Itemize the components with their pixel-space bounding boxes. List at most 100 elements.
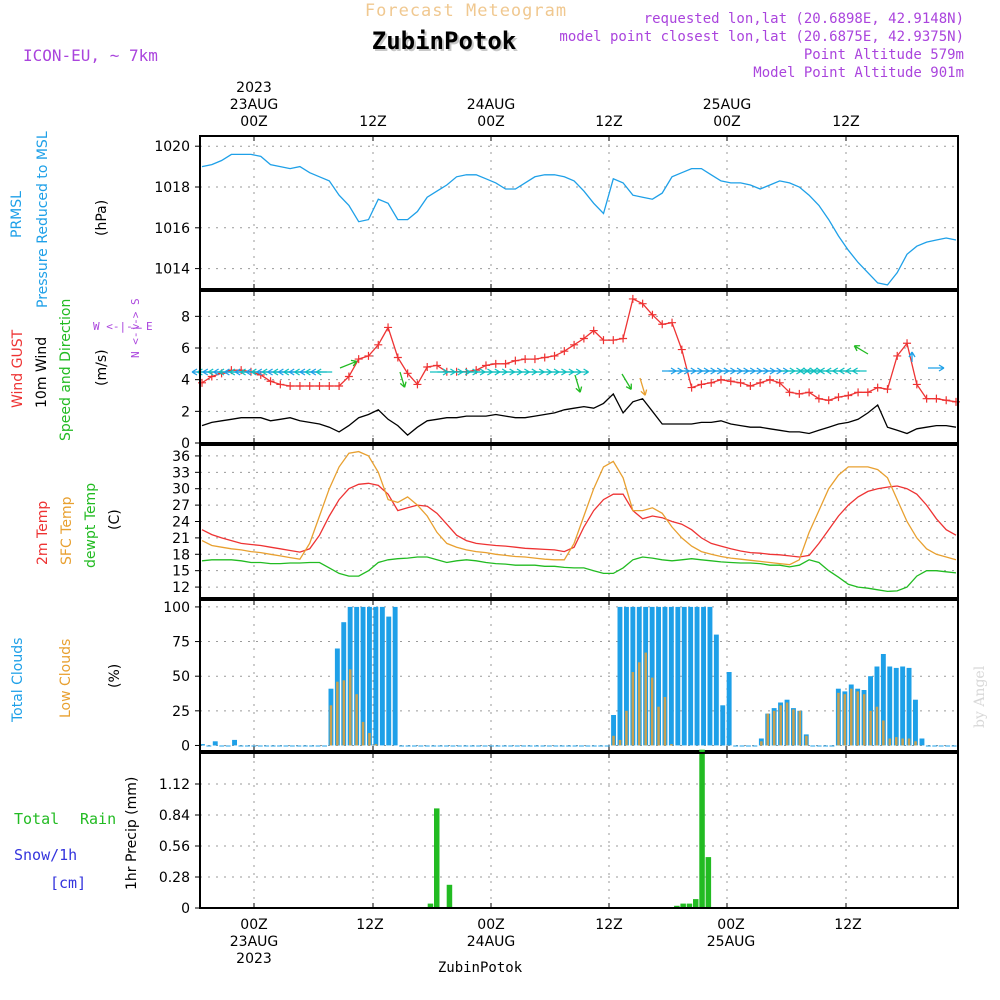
plot-area: 1014101610181020024681215182124273033360… (154, 135, 960, 917)
low-cloud-bar (907, 738, 911, 746)
total-cloud-bar (418, 745, 424, 747)
low-cloud-bar (875, 706, 879, 746)
low-cloud-bar (843, 694, 847, 746)
total-cloud-bar (585, 745, 591, 747)
temp-label-2: SFC Temp (59, 496, 75, 565)
total-cloud-bar (900, 666, 906, 746)
y-tick-label: 8 (181, 309, 190, 325)
cloud-panel-labels: Total Clouds Low Clouds (%) (10, 638, 123, 723)
y-tick-label: 24 (172, 515, 190, 531)
y-tick-label: 0.84 (159, 808, 190, 824)
top-axis-label: 24AUG 00Z (467, 97, 516, 130)
gust-marker (912, 380, 921, 389)
panel-frame (199, 444, 959, 599)
gust-marker (384, 323, 393, 332)
low-cloud-bar (625, 710, 628, 746)
total-cloud-bar (405, 745, 411, 747)
low-cloud-bar (612, 735, 615, 746)
total-cloud-bar (521, 745, 527, 747)
gust-marker (756, 378, 765, 387)
top-axis-label: 2023 23AUG 00Z (230, 80, 279, 130)
gust-marker (423, 363, 432, 371)
series-line (201, 556, 957, 593)
gust-marker (687, 383, 696, 392)
total-cloud-bar (746, 745, 751, 747)
footer-location: ZubinPotok (438, 960, 523, 976)
top-axis-label: 12Z (359, 114, 386, 130)
temp-panel-labels: 2m Temp SFC Temp dewpt Temp (C) (35, 483, 123, 568)
gust-marker (295, 382, 304, 390)
low-cloud-bar (862, 694, 866, 746)
gust-marker (609, 336, 618, 345)
total-cloud-bar (726, 672, 732, 746)
total-cloud-bar (476, 745, 482, 747)
total-cloud-bar (245, 745, 250, 747)
total-cloud-bar (668, 606, 674, 746)
y-tick-label: 15 (172, 564, 190, 580)
wind-label-3: Speed and Direction (58, 299, 74, 441)
wind-arrow (621, 373, 632, 391)
precip-unit: 1hr Precip (mm) (124, 777, 140, 890)
gust-marker (530, 355, 539, 364)
low-cloud-bar (792, 709, 795, 746)
y-tick-label: 2 (181, 404, 190, 420)
total-cloud-bar (302, 745, 308, 747)
precip-bar (434, 808, 440, 908)
temp-label-3: dewpt Temp (83, 483, 99, 568)
precip-bar (699, 749, 705, 908)
total-cloud-bar (540, 745, 546, 747)
series-line (201, 482, 957, 558)
gust-marker (824, 396, 833, 405)
cloud-label-1: Total Clouds (10, 638, 26, 723)
series-sfc-temp (201, 450, 957, 566)
total-cloud-bar (225, 745, 231, 747)
gust-marker (785, 388, 794, 397)
location-title: ZubinPotok (372, 27, 517, 55)
total-cloud-bar (367, 606, 372, 746)
gust-marker (570, 340, 579, 349)
gust-marker (942, 396, 951, 405)
gust-marker (579, 334, 588, 343)
total-cloud-bar (354, 606, 360, 746)
y-tick-label: 75 (172, 635, 190, 651)
total-cloud-bar (566, 745, 572, 747)
total-cloud-bar (591, 745, 597, 747)
total-cloud-bar (925, 745, 931, 747)
gust-marker (403, 369, 412, 378)
y-tick-label: 1020 (154, 139, 190, 155)
gust-marker (854, 388, 863, 397)
gust-marker (893, 351, 902, 360)
y-tick-label: 27 (172, 498, 190, 514)
gust-marker (266, 377, 275, 386)
total-cloud-bar (251, 745, 257, 747)
total-cloud-bar (559, 745, 565, 747)
series-prmsl (201, 153, 957, 286)
total-cloud-bar (604, 745, 610, 747)
gust-marker (765, 375, 774, 384)
rain-label-rain: Rain (80, 810, 116, 828)
gust-marker (325, 382, 334, 390)
y-tick-label: 25 (172, 704, 190, 720)
total-cloud-bar (701, 606, 706, 746)
total-cloud-bar (309, 745, 315, 747)
series-line (201, 153, 957, 286)
total-cloud-bar (501, 745, 507, 747)
total-cloud-bar (399, 745, 404, 747)
gust-marker (599, 336, 608, 345)
pressure-label-2: Pressure Reduced to MSL (35, 131, 51, 308)
total-cloud-bar (495, 745, 501, 747)
total-cloud-bar (463, 745, 469, 747)
gust-marker (364, 351, 373, 360)
total-cloud-bar (277, 745, 282, 747)
total-cloud-bar (315, 745, 321, 747)
low-cloud-bar (901, 738, 904, 746)
wind-direction-arrows (191, 345, 945, 396)
gust-marker (697, 380, 706, 389)
gust-marker (716, 375, 725, 384)
total-cloud-bar (270, 745, 276, 747)
watermark: by Angel (972, 665, 988, 728)
gust-marker (521, 355, 530, 364)
low-cloud-bar (785, 702, 789, 746)
cloud-unit: (%) (107, 664, 123, 688)
low-cloud-bar (760, 741, 763, 746)
